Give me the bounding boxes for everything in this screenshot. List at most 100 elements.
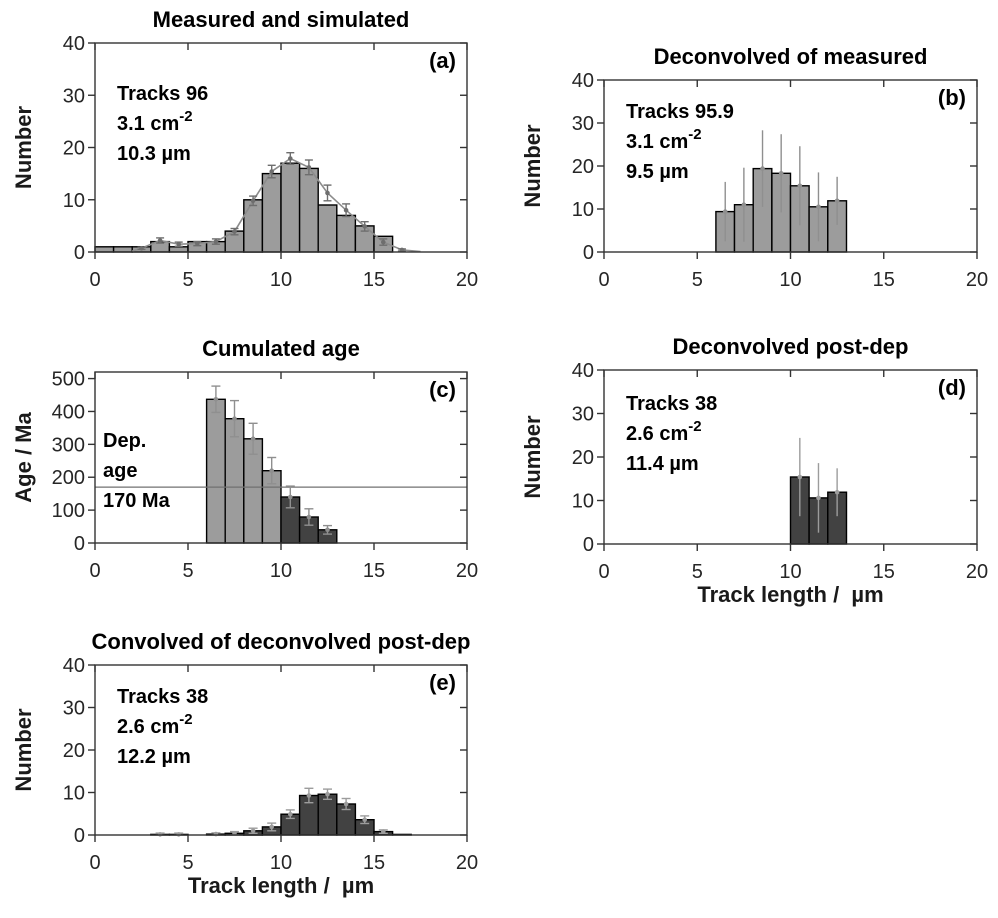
x-tick-label: 15 (363, 560, 385, 582)
y-axis-label: Number (11, 106, 36, 190)
annotation-line: Tracks 96 (117, 83, 208, 105)
annotation-line: Tracks 38 (117, 686, 208, 708)
line-marker (269, 169, 275, 174)
plot-title: Convolved of deconvolved post-dep (92, 629, 471, 654)
bar-marker (288, 811, 293, 817)
bar-marker (741, 202, 747, 207)
y-tick-label: 40 (572, 70, 594, 92)
y-tick-label: 300 (52, 434, 85, 456)
x-tick-label: 15 (363, 269, 385, 291)
histogram-bar (298, 167, 319, 253)
panel-label: (c) (429, 377, 456, 402)
bar-marker (306, 514, 312, 520)
x-tick-label: 5 (182, 852, 193, 874)
plot-a: 0 5 10 15 20 0 10 20 30 40 Measured and simulated (… (11, 7, 478, 291)
bar-marker (250, 436, 256, 442)
bar-marker (778, 171, 784, 176)
bar-marker (213, 397, 219, 402)
y-tick-label: 10 (572, 199, 594, 221)
y-tick-label: 40 (63, 655, 85, 677)
histogram-bar (261, 172, 282, 253)
bar-marker (232, 416, 237, 422)
bar-marker (760, 166, 765, 171)
y-tick-label: 200 (52, 467, 85, 489)
annotation-line: age (103, 460, 137, 482)
bar-marker (834, 489, 840, 495)
x-tick-label: 0 (89, 269, 100, 291)
bar-marker (306, 793, 312, 798)
bar-marker (722, 209, 728, 214)
y-tick-label: 40 (572, 360, 594, 382)
histogram-bar (317, 793, 338, 836)
x-tick-label: 20 (456, 852, 478, 874)
x-tick-label: 20 (966, 561, 988, 583)
panel-label: (e) (429, 670, 456, 695)
x-tick-label: 5 (692, 561, 703, 583)
y-tick-label: 40 (63, 33, 85, 55)
x-tick-label: 0 (598, 561, 609, 583)
line-marker (399, 247, 405, 253)
bar-marker (250, 828, 256, 834)
annotation-line: 3.1 cm-2 (626, 126, 702, 153)
bar-marker (269, 468, 275, 474)
bar-marker (797, 183, 803, 189)
plot-d: 0 5 10 15 20 0 10 20 30 40 Deconvolved post-dep (d)… (520, 334, 988, 607)
x-tick-label: 5 (182, 269, 193, 291)
panel-label: (d) (938, 375, 966, 400)
x-tick-label: 10 (270, 269, 292, 291)
bar-marker (343, 801, 349, 807)
annotation-line: Dep. (103, 430, 146, 452)
y-tick-label: 10 (63, 190, 85, 212)
y-tick-label: 0 (583, 534, 594, 556)
plot-b: 0 5 10 15 20 0 10 20 30 40 Deconvolved of measured… (520, 44, 988, 291)
line-marker (157, 238, 163, 243)
y-tick-label: 20 (63, 740, 85, 762)
histogram-bar (280, 162, 301, 253)
y-tick-label: 0 (583, 242, 594, 264)
y-tick-label: 30 (572, 404, 594, 426)
annotation-line: 3.1 cm-2 (117, 108, 193, 135)
x-tick-label: 0 (89, 560, 100, 582)
annotation-line: 9.5 µm (626, 161, 689, 183)
annotation-line: 11.4 µm (626, 453, 699, 475)
y-tick-label: 10 (63, 783, 85, 805)
histogram-bar (94, 246, 115, 253)
line-marker (139, 246, 144, 251)
line-marker (213, 239, 219, 244)
plot-title: Deconvolved of measured (654, 44, 928, 69)
x-tick-label: 15 (873, 561, 895, 583)
y-tick-label: 0 (74, 533, 85, 555)
x-tick-label: 20 (966, 269, 988, 291)
x-axis-label: Track length / µm (188, 873, 374, 898)
y-tick-label: 10 (572, 491, 594, 513)
line-marker (325, 190, 330, 196)
histogram-bar (317, 204, 338, 253)
y-tick-label: 30 (572, 113, 594, 135)
x-tick-label: 5 (182, 560, 193, 582)
x-tick-label: 10 (270, 560, 292, 582)
annotation-line: 2.6 cm-2 (626, 418, 702, 445)
bar-marker (816, 495, 821, 501)
y-tick-label: 0 (74, 825, 85, 847)
plot-title: Cumulated age (202, 336, 360, 361)
y-tick-label: 100 (52, 500, 85, 522)
bar-marker (325, 527, 330, 533)
x-tick-label: 0 (598, 269, 609, 291)
plot-e: 0 5 10 15 20 0 10 20 30 40 Convolved of deconvolve… (11, 629, 478, 898)
histogram-bar (112, 246, 133, 253)
annotation-line: 12.2 µm (117, 746, 191, 768)
annotation-line: Tracks 38 (626, 393, 717, 415)
x-axis-label: Track length / µm (697, 582, 883, 607)
x-tick-label: 20 (456, 560, 478, 582)
line-marker (343, 207, 349, 213)
y-tick-label: 500 (52, 369, 85, 391)
x-tick-label: 0 (89, 852, 100, 874)
bar-marker (325, 791, 330, 797)
y-tick-label: 30 (63, 85, 85, 107)
line-marker (250, 198, 256, 204)
y-axis-label: Number (520, 124, 545, 208)
histogram-bar (168, 246, 189, 253)
y-tick-label: 0 (74, 242, 85, 264)
